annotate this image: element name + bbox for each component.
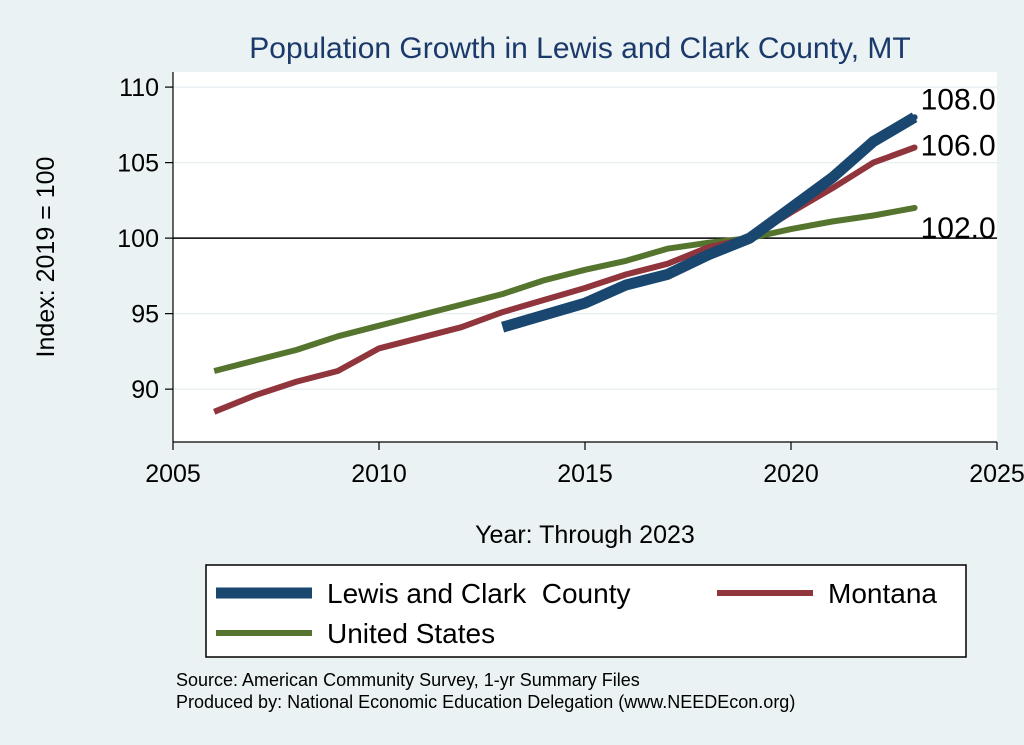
legend-label-montana: Montana xyxy=(828,578,937,609)
x-tick-label-2020: 2020 xyxy=(763,460,819,488)
series-line-lewis-and-clark-county xyxy=(501,112,918,333)
series-end-point-lewis-and-clark-county xyxy=(911,114,918,121)
legend-box xyxy=(205,564,967,658)
chart-title: Population Growth in Lewis and Clark Cou… xyxy=(249,32,910,65)
source-note: Source: American Community Survey, 1-yr … xyxy=(176,670,640,690)
legend: Lewis and Clark County Montana United Stat… xyxy=(216,578,937,649)
plot-area xyxy=(173,72,997,442)
x-tick-label-2025: 2025 xyxy=(969,460,1024,488)
end-labels: 108.0 106.0 102.0 xyxy=(921,83,996,245)
series-end-point-montana xyxy=(911,144,918,151)
y-tick-label-110: 110 xyxy=(119,74,159,102)
series-line-united-states xyxy=(213,204,916,374)
x-axis-ticks: 2005 2010 2015 2020 2025 xyxy=(145,442,1024,488)
end-label-lewis-and-clark-county: 108.0 xyxy=(921,83,996,116)
end-label-united-states: 102.0 xyxy=(921,212,996,245)
x-tick-label-2005: 2005 xyxy=(145,460,201,488)
y-tick-label-95: 95 xyxy=(131,301,159,329)
legend-label-united-states: United States xyxy=(327,618,495,649)
x-tick-label-2010: 2010 xyxy=(351,460,407,488)
y-tick-label-100: 100 xyxy=(117,225,159,253)
y-axis-ticks: 90 95 100 105 110 xyxy=(117,74,173,404)
series-lines xyxy=(213,112,918,415)
y-tick-label-105: 105 xyxy=(117,150,159,178)
producer-note: Produced by: National Economic Education… xyxy=(176,692,795,712)
y-axis-label: Index: 2019 = 100 xyxy=(32,157,60,358)
y-tick-label-90: 90 xyxy=(131,376,159,404)
legend-label-lewis-and-clark-county: Lewis and Clark County xyxy=(327,578,630,609)
end-label-montana: 106.0 xyxy=(921,130,996,163)
x-axis-label: Year: Through 2023 xyxy=(475,521,695,549)
x-tick-label-2015: 2015 xyxy=(557,460,613,488)
series-end-point-united-states xyxy=(911,204,918,211)
